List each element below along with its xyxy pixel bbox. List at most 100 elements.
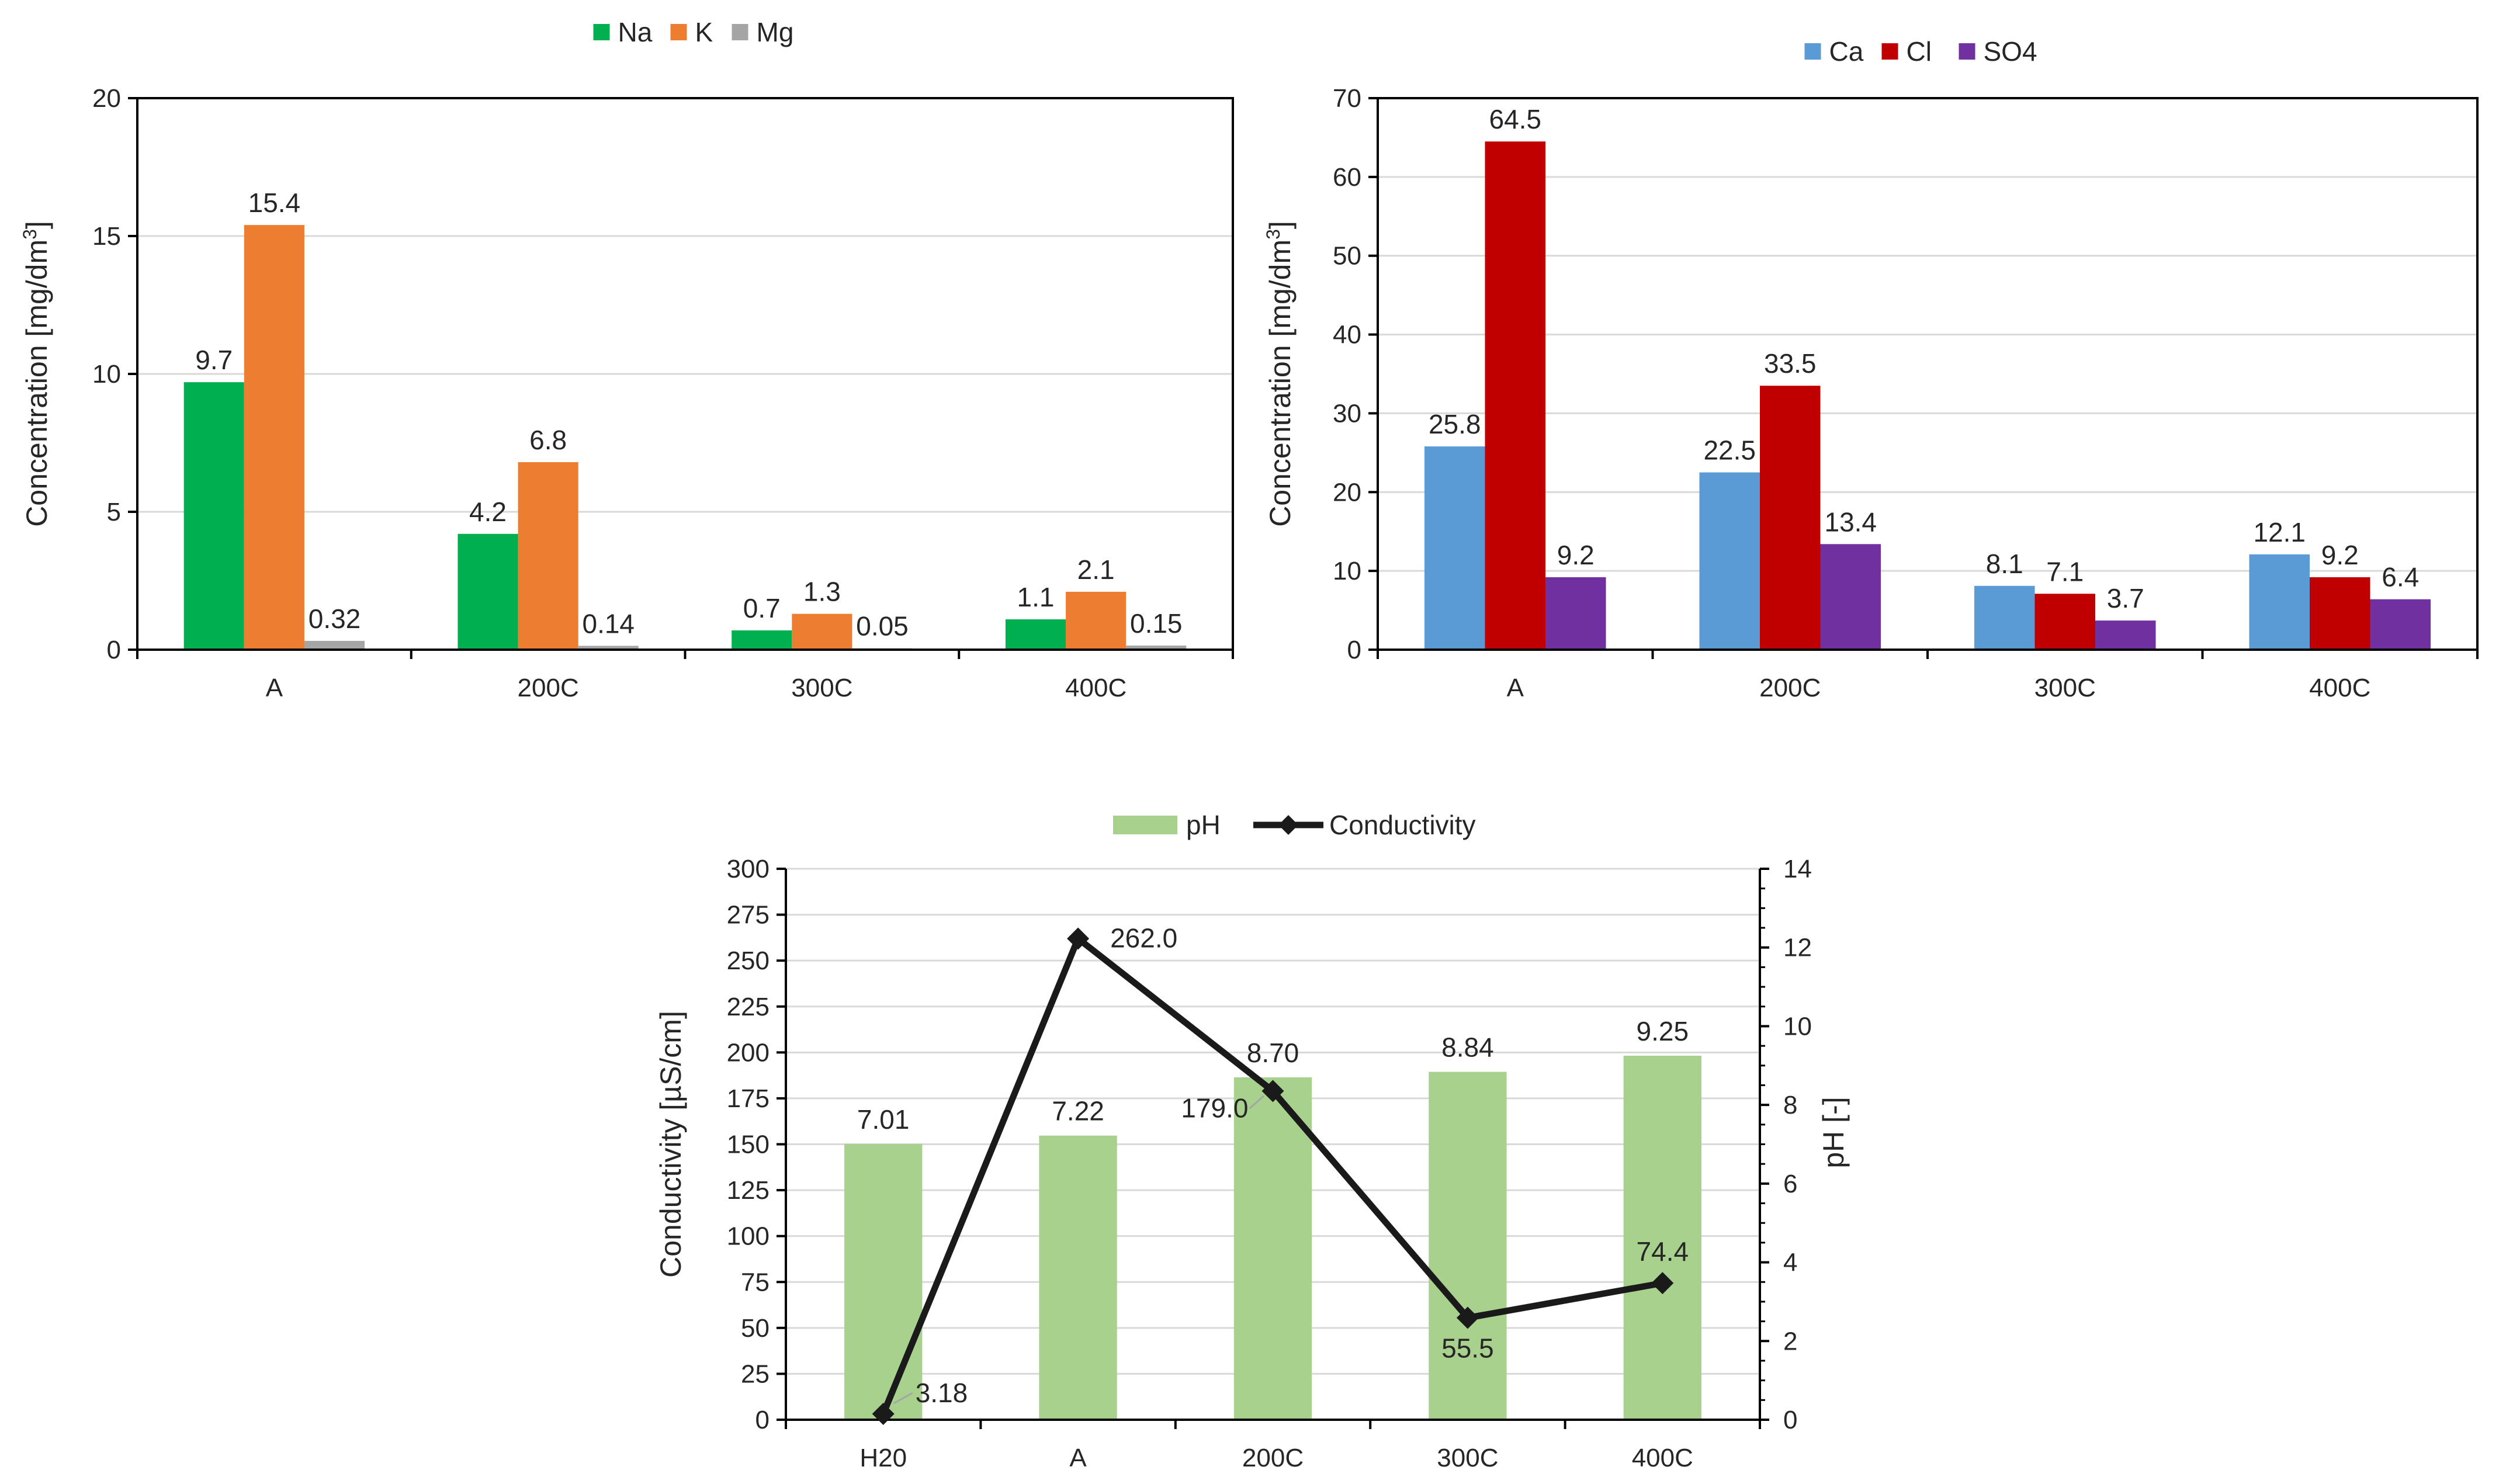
data-label: 2.1 <box>1077 554 1115 585</box>
legend-marker-conductivity <box>1278 815 1298 835</box>
data-label: 13.4 <box>1824 507 1877 537</box>
data-label-ph: 7.01 <box>857 1104 910 1135</box>
y-tick-label: 60 <box>1333 163 1361 192</box>
data-label-ph: 7.22 <box>1052 1096 1104 1126</box>
legend: Ca Cl SO4 <box>1804 36 2037 67</box>
x-tick-label: 400C <box>1632 1444 1693 1472</box>
y-left-tick-label: 125 <box>727 1176 770 1205</box>
y-axis-title: Concentration [mg/dm3] <box>1263 221 1297 527</box>
y-tick-label: 40 <box>1333 321 1361 349</box>
data-label-ph: 8.70 <box>1247 1038 1299 1068</box>
bar-na <box>732 630 792 650</box>
data-label: 9.2 <box>2321 540 2359 570</box>
y-tick-label: 20 <box>1333 478 1361 507</box>
bar-ph <box>1233 1077 1312 1420</box>
marker-conductivity <box>1651 1272 1674 1295</box>
legend-swatch-cl <box>1881 43 1898 60</box>
data-label: 33.5 <box>1764 348 1817 379</box>
x-tick-label: A <box>1507 674 1524 702</box>
data-label-conductivity: 262.0 <box>1110 923 1177 953</box>
y-right-tick-label: 10 <box>1783 1012 1812 1041</box>
bar-ca <box>1699 472 1760 650</box>
legend-label-k: K <box>695 17 713 47</box>
chart-anions: 0 10 20 30 40 50 60 70 25.8 22.5 8.1 12.1 64.5 33.5 7.… <box>1263 36 2479 702</box>
y-left-tick-label: 150 <box>727 1131 770 1159</box>
legend-swatch-ph <box>1113 816 1177 834</box>
y-tick-label: 5 <box>107 498 121 526</box>
data-label-conductivity: 74.4 <box>1637 1236 1689 1267</box>
y-right-tick-label: 14 <box>1783 855 1812 883</box>
y-right-tick-label: 0 <box>1783 1406 1797 1434</box>
y-tick-label: 0 <box>107 636 121 664</box>
bar-ph <box>1623 1055 1701 1420</box>
y-tick-label: 15 <box>92 222 121 251</box>
bar-so4 <box>1820 544 1881 650</box>
bar-ca <box>1424 446 1485 650</box>
data-label: 22.5 <box>1703 435 1756 466</box>
data-label: 25.8 <box>1429 409 1481 439</box>
x-tick-label: 400C <box>1065 674 1127 702</box>
y-tick-label: 30 <box>1333 399 1361 428</box>
data-label-conductivity: 3.18 <box>916 1378 968 1408</box>
bar-k <box>518 462 578 650</box>
y-left-axis-title: Conductivity [µS/cm] <box>654 1011 687 1278</box>
data-label: 6.8 <box>529 425 567 455</box>
bar-mg <box>304 640 365 650</box>
chart-ph-conductivity: 0 25 50 75 100 125 150 175 200 225 250 275 300 0 2 4 6 8 1… <box>654 810 1850 1472</box>
bar-mg <box>578 646 639 650</box>
data-label-ph: 8.84 <box>1441 1032 1494 1063</box>
data-label: 3.7 <box>2107 583 2144 613</box>
leader-line <box>893 1392 913 1405</box>
y-axis-title-main: Concentration [mg/dm <box>1264 240 1297 527</box>
bar-cl <box>1485 141 1546 650</box>
legend-swatch-ca <box>1804 43 1821 60</box>
legend: pH Conductivity <box>1113 810 1476 840</box>
legend: Na K Mg <box>593 17 794 47</box>
bar-so4 <box>2370 599 2431 650</box>
leader-line <box>1249 1095 1265 1109</box>
marker-conductivity <box>1261 1080 1284 1102</box>
x-tick-label: 200C <box>518 674 579 702</box>
data-label: 0.15 <box>1130 608 1183 639</box>
bar-cl <box>2034 594 2096 650</box>
data-label: 15.4 <box>248 188 301 218</box>
data-label: 7.1 <box>2046 556 2084 587</box>
legend-label-so4: SO4 <box>1984 36 2037 67</box>
x-tick-label: 300C <box>1437 1444 1498 1472</box>
marker-conductivity <box>1067 927 1090 950</box>
y-axis-title-end: ] <box>20 221 53 229</box>
x-tick-label: 400C <box>2309 674 2370 702</box>
y-right-tick-label: 8 <box>1783 1091 1797 1119</box>
bar-mg <box>1126 645 1187 650</box>
y-left-tick-label: 25 <box>741 1360 770 1388</box>
y-tick-label: 20 <box>92 84 121 113</box>
legend-label-na: Na <box>618 17 653 47</box>
data-label-conductivity: 179.0 <box>1181 1093 1248 1123</box>
y-left-tick-label: 0 <box>755 1406 770 1434</box>
legend-label-mg: Mg <box>757 17 794 47</box>
bar-so4 <box>1545 577 1606 650</box>
y-tick-label: 10 <box>1333 557 1361 585</box>
legend-swatch-k <box>670 24 687 40</box>
data-label: 0.05 <box>856 611 909 642</box>
bar-ph <box>1429 1072 1507 1420</box>
x-tick-label: 200C <box>1242 1444 1304 1472</box>
y-left-tick-label: 250 <box>727 946 770 975</box>
data-label: 1.1 <box>1017 582 1055 612</box>
bar-so4 <box>2095 620 2156 650</box>
x-tick-label: H20 <box>859 1444 907 1472</box>
bar-k <box>792 613 852 650</box>
y-left-tick-label: 75 <box>741 1268 770 1296</box>
data-label: 9.7 <box>195 345 233 375</box>
bar-ca <box>1974 585 2035 650</box>
y-tick-label: 70 <box>1333 84 1361 113</box>
y-axis-title-sup: 3 <box>1263 229 1284 240</box>
x-tick-label: 300C <box>2034 674 2096 702</box>
bar-na <box>457 533 518 650</box>
legend-swatch-so4 <box>1959 43 1975 60</box>
y-right-axis-title: pH [-] <box>1817 1097 1850 1168</box>
legend-label-conductivity: Conductivity <box>1329 810 1476 840</box>
y-right-tick-label: 4 <box>1783 1249 1797 1277</box>
y-left-tick-label: 50 <box>741 1314 770 1343</box>
y-left-tick-label: 300 <box>727 855 770 883</box>
